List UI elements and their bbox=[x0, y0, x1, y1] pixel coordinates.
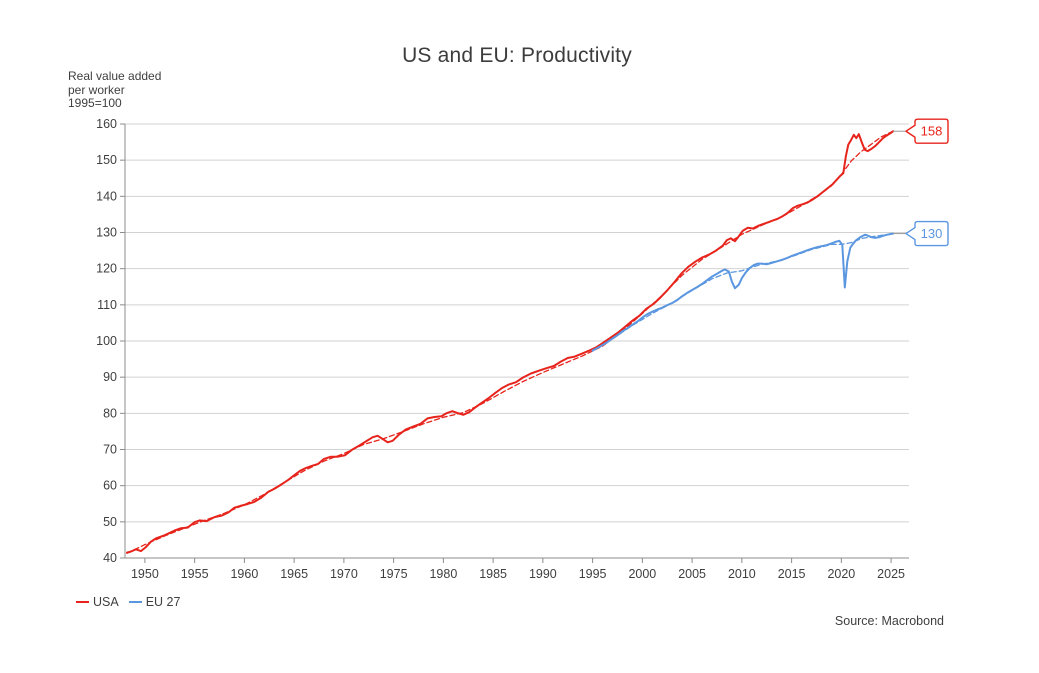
source-note: Source: Macrobond bbox=[834, 614, 944, 628]
legend: USA EU 27 bbox=[76, 595, 190, 609]
y-tick-label: 120 bbox=[96, 262, 117, 276]
legend-item-usa: USA bbox=[76, 595, 119, 609]
x-tick-label: 1995 bbox=[579, 567, 607, 581]
y-tick-label: 140 bbox=[96, 189, 117, 203]
x-tick-label: 1985 bbox=[479, 567, 507, 581]
x-tick-label: 1955 bbox=[181, 567, 209, 581]
x-tick-label: 2025 bbox=[877, 567, 905, 581]
x-tick-label: 2005 bbox=[678, 567, 706, 581]
chart-title: US and EU: Productivity bbox=[402, 44, 632, 67]
legend-label-usa: USA bbox=[93, 595, 119, 609]
x-tick-label: 1965 bbox=[280, 567, 308, 581]
x-tick-label: 1950 bbox=[131, 567, 159, 581]
usa-line-swatch bbox=[76, 601, 89, 603]
x-tick-label: 1960 bbox=[230, 567, 258, 581]
eu-27-end-label: 130 bbox=[921, 226, 943, 241]
y-tick-label: 60 bbox=[103, 479, 117, 493]
usa-line bbox=[126, 130, 895, 554]
y-tick-label: 110 bbox=[97, 298, 117, 312]
y-tick-label: 150 bbox=[96, 153, 117, 167]
eu-line-swatch bbox=[128, 601, 142, 603]
x-tick-label: 1980 bbox=[429, 567, 457, 581]
usa-trend-line bbox=[126, 130, 894, 554]
y-tick-label: 90 bbox=[103, 370, 117, 384]
usa-end-label: 158 bbox=[921, 124, 943, 139]
legend-label-eu: EU 27 bbox=[145, 595, 181, 609]
y-tick-label: 160 bbox=[96, 117, 117, 131]
y-axis-title: Real value added per worker 1995=100 bbox=[68, 69, 162, 111]
eu-27-line bbox=[591, 232, 895, 352]
eu-27-trend-line bbox=[591, 233, 894, 352]
x-tick-label: 2020 bbox=[827, 567, 855, 581]
y-tick-label: 40 bbox=[103, 551, 117, 565]
y-axis-title-line: 1995=100 bbox=[68, 96, 122, 110]
y-axis-title-line: per worker bbox=[68, 82, 125, 97]
legend-item-eu: EU 27 bbox=[128, 595, 181, 609]
usa-end-callout bbox=[905, 118, 949, 144]
x-tick-label: 2000 bbox=[628, 567, 656, 581]
y-tick-label: 100 bbox=[96, 334, 117, 348]
eu-27-end-callout bbox=[905, 220, 949, 247]
x-tick-label: 2010 bbox=[728, 567, 756, 581]
y-axis-title-line: Real value added bbox=[68, 69, 162, 83]
x-tick-label: 1990 bbox=[529, 567, 557, 581]
y-tick-label: 80 bbox=[103, 406, 117, 420]
x-tick-label: 1975 bbox=[380, 567, 408, 581]
y-tick-label: 50 bbox=[103, 515, 117, 529]
x-tick-label: 2015 bbox=[778, 567, 806, 581]
y-tick-label: 130 bbox=[96, 226, 117, 240]
x-tick-label: 1970 bbox=[330, 567, 358, 581]
y-tick-label: 70 bbox=[103, 443, 117, 457]
